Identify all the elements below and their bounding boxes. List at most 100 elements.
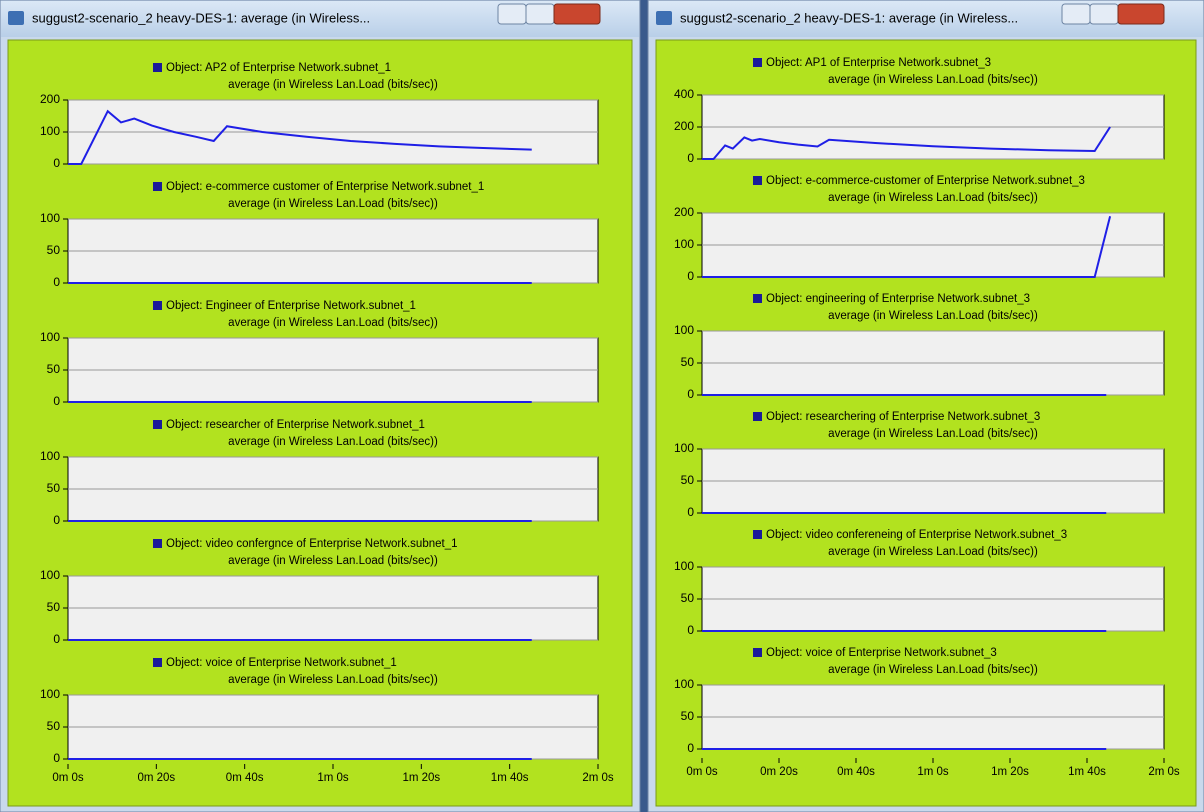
y-tick-label: 100 <box>674 237 694 251</box>
x-tick-label: 0m 40s <box>837 766 875 778</box>
y-tick-label: 100 <box>40 687 60 701</box>
window-title: suggust2-scenario_2 heavy-DES-1: average… <box>680 10 1018 25</box>
x-tick-label: 1m 40s <box>491 772 529 784</box>
legend-swatch <box>153 301 162 310</box>
legend-swatch <box>753 58 762 67</box>
close-button[interactable] <box>1117 3 1165 25</box>
y-axis-label: average (in Wireless Lan.Load (bits/sec)… <box>228 317 438 329</box>
y-tick-label: 0 <box>687 269 694 283</box>
close-button[interactable] <box>553 3 601 25</box>
window-icon <box>656 11 672 25</box>
minimize-button[interactable] <box>497 3 527 25</box>
legend-swatch <box>753 176 762 185</box>
y-tick-label: 200 <box>40 92 60 106</box>
legend-label: Object: researcher of Enterprise Network… <box>166 419 425 431</box>
y-tick-label: 100 <box>674 323 694 337</box>
y-tick-label: 100 <box>40 330 60 344</box>
y-axis-label: average (in Wireless Lan.Load (bits/sec)… <box>228 555 438 567</box>
y-axis-label: average (in Wireless Lan.Load (bits/sec)… <box>228 198 438 210</box>
y-tick-label: 50 <box>47 243 61 257</box>
y-tick-label: 100 <box>40 568 60 582</box>
legend-label: Object: AP2 of Enterprise Network.subnet… <box>166 62 391 74</box>
y-axis-label: average (in Wireless Lan.Load (bits/sec)… <box>228 674 438 686</box>
legend-swatch <box>153 63 162 72</box>
y-tick-label: 0 <box>687 151 694 165</box>
x-tick-label: 0m 0s <box>686 766 718 778</box>
window-icon <box>8 11 24 25</box>
y-tick-label: 50 <box>681 355 695 369</box>
y-tick-label: 0 <box>687 505 694 519</box>
y-tick-label: 100 <box>674 559 694 573</box>
y-tick-label: 50 <box>47 481 61 495</box>
legend-label: Object: e-commerce-customer of Enterpris… <box>766 175 1085 187</box>
y-tick-label: 100 <box>40 124 60 138</box>
y-tick-label: 100 <box>40 449 60 463</box>
x-tick-label: 1m 0s <box>917 766 949 778</box>
y-tick-label: 50 <box>681 591 695 605</box>
x-tick-label: 0m 20s <box>760 766 798 778</box>
maximize-button[interactable] <box>525 3 555 25</box>
y-tick-label: 0 <box>687 741 694 755</box>
y-tick-label: 200 <box>674 119 694 133</box>
y-axis-label: average (in Wireless Lan.Load (bits/sec)… <box>828 74 1038 86</box>
y-tick-label: 0 <box>687 623 694 637</box>
minimize-button[interactable] <box>1061 3 1091 25</box>
series-line <box>68 109 532 165</box>
y-tick-label: 100 <box>674 677 694 691</box>
y-axis-label: average (in Wireless Lan.Load (bits/sec)… <box>228 79 438 91</box>
y-tick-label: 50 <box>47 719 61 733</box>
y-tick-label: 0 <box>53 751 60 765</box>
y-tick-label: 100 <box>674 441 694 455</box>
x-tick-label: 2m 0s <box>1148 766 1180 778</box>
x-tick-label: 1m 20s <box>402 772 440 784</box>
y-tick-label: 0 <box>53 275 60 289</box>
legend-label: Object: researchering of Enterprise Netw… <box>766 411 1040 423</box>
y-axis-label: average (in Wireless Lan.Load (bits/sec)… <box>828 192 1038 204</box>
legend-label: Object: voice of Enterprise Network.subn… <box>766 647 997 659</box>
legend-label: Object: e-commerce customer of Enterpris… <box>166 181 484 193</box>
y-tick-label: 50 <box>47 362 61 376</box>
y-tick-label: 100 <box>40 211 60 225</box>
legend-swatch <box>153 182 162 191</box>
legend-swatch <box>753 648 762 657</box>
y-tick-label: 0 <box>53 156 60 170</box>
y-axis-label: average (in Wireless Lan.Load (bits/sec)… <box>828 664 1038 676</box>
legend-label: Object: voice of Enterprise Network.subn… <box>166 657 397 669</box>
y-axis-label: average (in Wireless Lan.Load (bits/sec)… <box>828 546 1038 558</box>
y-tick-label: 0 <box>53 394 60 408</box>
legend-swatch <box>153 539 162 548</box>
window-body <box>7 39 633 807</box>
legend-label: Object: Engineer of Enterprise Network.s… <box>166 300 416 312</box>
y-tick-label: 50 <box>681 473 695 487</box>
window-body <box>655 39 1197 807</box>
y-tick-label: 400 <box>674 87 694 101</box>
y-tick-label: 0 <box>53 513 60 527</box>
x-tick-label: 0m 0s <box>52 772 84 784</box>
x-tick-label: 0m 20s <box>137 772 175 784</box>
y-tick-label: 0 <box>53 632 60 646</box>
y-tick-label: 50 <box>47 600 61 614</box>
legend-label: Object: video confereneing of Enterprise… <box>766 529 1067 541</box>
y-axis-label: average (in Wireless Lan.Load (bits/sec)… <box>828 428 1038 440</box>
legend-swatch <box>753 412 762 421</box>
y-tick-label: 200 <box>674 205 694 219</box>
x-tick-label: 1m 20s <box>991 766 1029 778</box>
legend-swatch <box>753 294 762 303</box>
legend-swatch <box>753 530 762 539</box>
x-tick-label: 0m 40s <box>226 772 264 784</box>
legend-label: Object: AP1 of Enterprise Network.subnet… <box>766 57 991 69</box>
window-title: suggust2-scenario_2 heavy-DES-1: average… <box>32 10 370 25</box>
series-line <box>702 215 1112 278</box>
y-tick-label: 50 <box>681 709 695 723</box>
legend-label: Object: engineering of Enterprise Networ… <box>766 293 1030 305</box>
legend-swatch <box>153 658 162 667</box>
legend-swatch <box>153 420 162 429</box>
x-tick-label: 2m 0s <box>582 772 614 784</box>
x-tick-label: 1m 0s <box>317 772 349 784</box>
maximize-button[interactable] <box>1089 3 1119 25</box>
y-axis-label: average (in Wireless Lan.Load (bits/sec)… <box>828 310 1038 322</box>
y-tick-label: 0 <box>687 387 694 401</box>
y-axis-label: average (in Wireless Lan.Load (bits/sec)… <box>228 436 438 448</box>
